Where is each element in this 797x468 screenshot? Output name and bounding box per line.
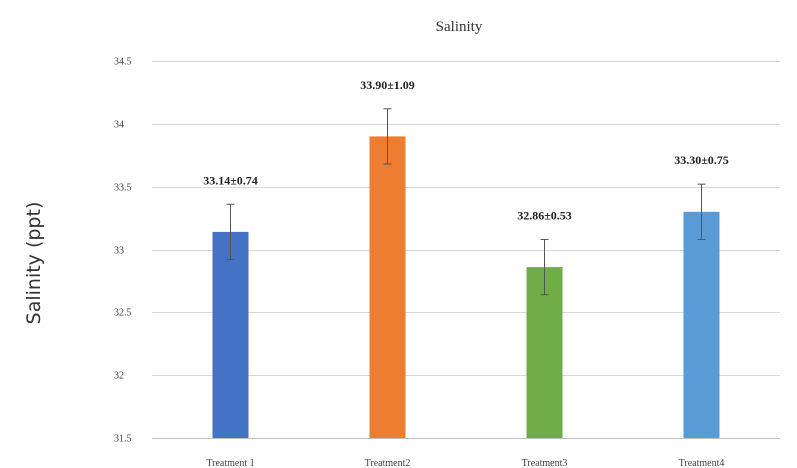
bar-1 (212, 231, 249, 438)
chart-title: Salinity (436, 19, 483, 35)
y-tick-labels: 31.5 32 32.5 33 33.5 34 34.5 (114, 57, 132, 445)
bar-2 (369, 136, 406, 438)
y-tick-label: 32.5 (114, 308, 132, 319)
x-tick-label: Treatment2 (365, 458, 411, 468)
x-tick-label: Treatment3 (522, 458, 568, 468)
data-label-3: 32.86±0.53 (517, 208, 572, 222)
x-tick-label: Treatment4 (679, 458, 725, 468)
bar-4 (683, 211, 720, 438)
x-tick-labels: Treatment 1 Treatment2 Treatment3 Treatment… (206, 458, 724, 468)
x-tick-label: Treatment 1 (206, 458, 254, 468)
error-bars (226, 108, 706, 296)
y-tick-label: 34 (114, 120, 124, 131)
data-label-1: 33.14±0.74 (203, 173, 258, 187)
bar-3 (526, 267, 563, 438)
y-axis-label: Salinity (ppt) (23, 202, 45, 325)
y-tick-label: 34.5 (114, 57, 132, 68)
bars (212, 136, 720, 438)
y-tick-label: 31.5 (114, 434, 132, 445)
y-tick-label: 32 (114, 371, 124, 382)
y-tick-label: 33.5 (114, 183, 132, 194)
data-label-4: 33.30±0.75 (674, 153, 729, 167)
data-label-2: 33.90±1.09 (360, 78, 415, 92)
data-labels: 33.14±0.74 33.90±1.09 32.86±0.53 33.30±0.75 (203, 78, 729, 223)
y-tick-label: 33 (114, 246, 124, 257)
gridlines (152, 61, 780, 439)
